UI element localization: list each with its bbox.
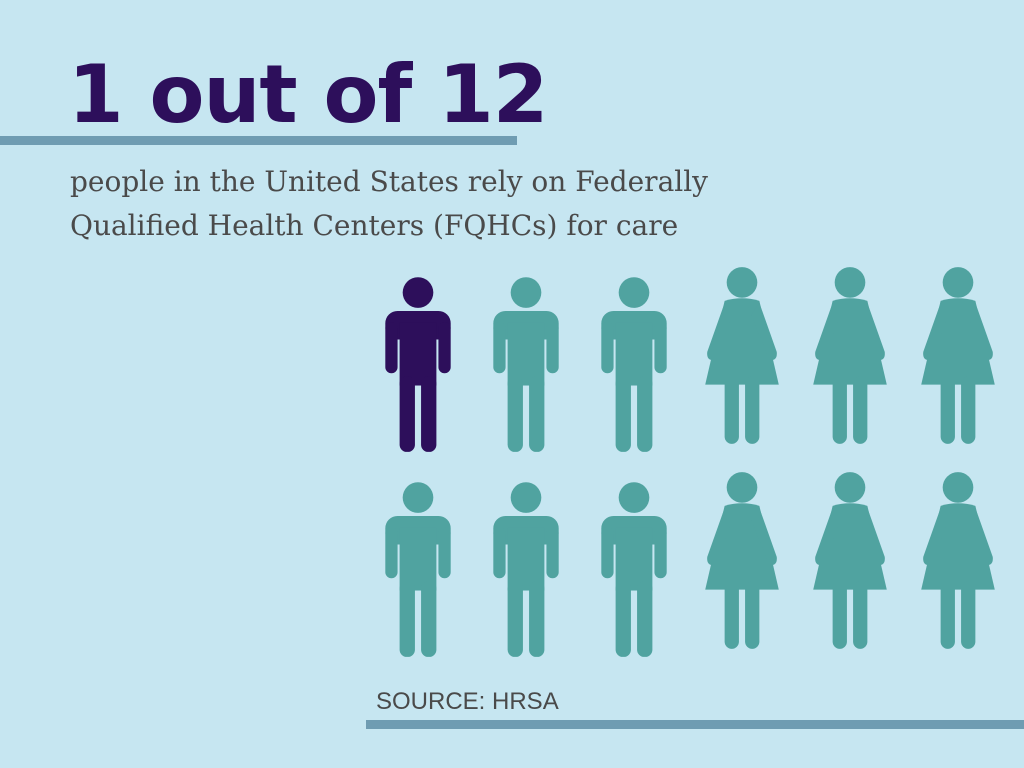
- person: [586, 266, 682, 456]
- bottom-divider: [366, 720, 1024, 729]
- person: [802, 467, 898, 657]
- female-person-icon: [813, 267, 887, 444]
- source-credit: SOURCE: HRSA: [376, 688, 559, 715]
- highlighted-person: [370, 266, 466, 456]
- headline: 1 out of 12: [68, 48, 548, 141]
- person: [586, 471, 682, 661]
- subtitle: people in the United States rely on Fede…: [70, 165, 708, 242]
- people-icon-grid: [370, 262, 1000, 657]
- female-person-icon: [705, 267, 779, 444]
- top-divider: [0, 136, 517, 145]
- person: [478, 266, 574, 456]
- person: [694, 262, 790, 452]
- male-person-icon: [493, 482, 559, 657]
- person: [910, 467, 1006, 657]
- male-person-icon: [385, 277, 451, 452]
- person: [802, 262, 898, 452]
- person: [370, 471, 466, 661]
- person: [910, 262, 1006, 452]
- male-person-icon: [493, 277, 559, 452]
- female-person-icon: [921, 472, 995, 649]
- female-person-icon: [705, 472, 779, 649]
- male-person-icon: [385, 482, 451, 657]
- female-person-icon: [921, 267, 995, 444]
- female-person-icon: [813, 472, 887, 649]
- person: [478, 471, 574, 661]
- male-person-icon: [601, 482, 667, 657]
- male-person-icon: [601, 277, 667, 452]
- person: [694, 467, 790, 657]
